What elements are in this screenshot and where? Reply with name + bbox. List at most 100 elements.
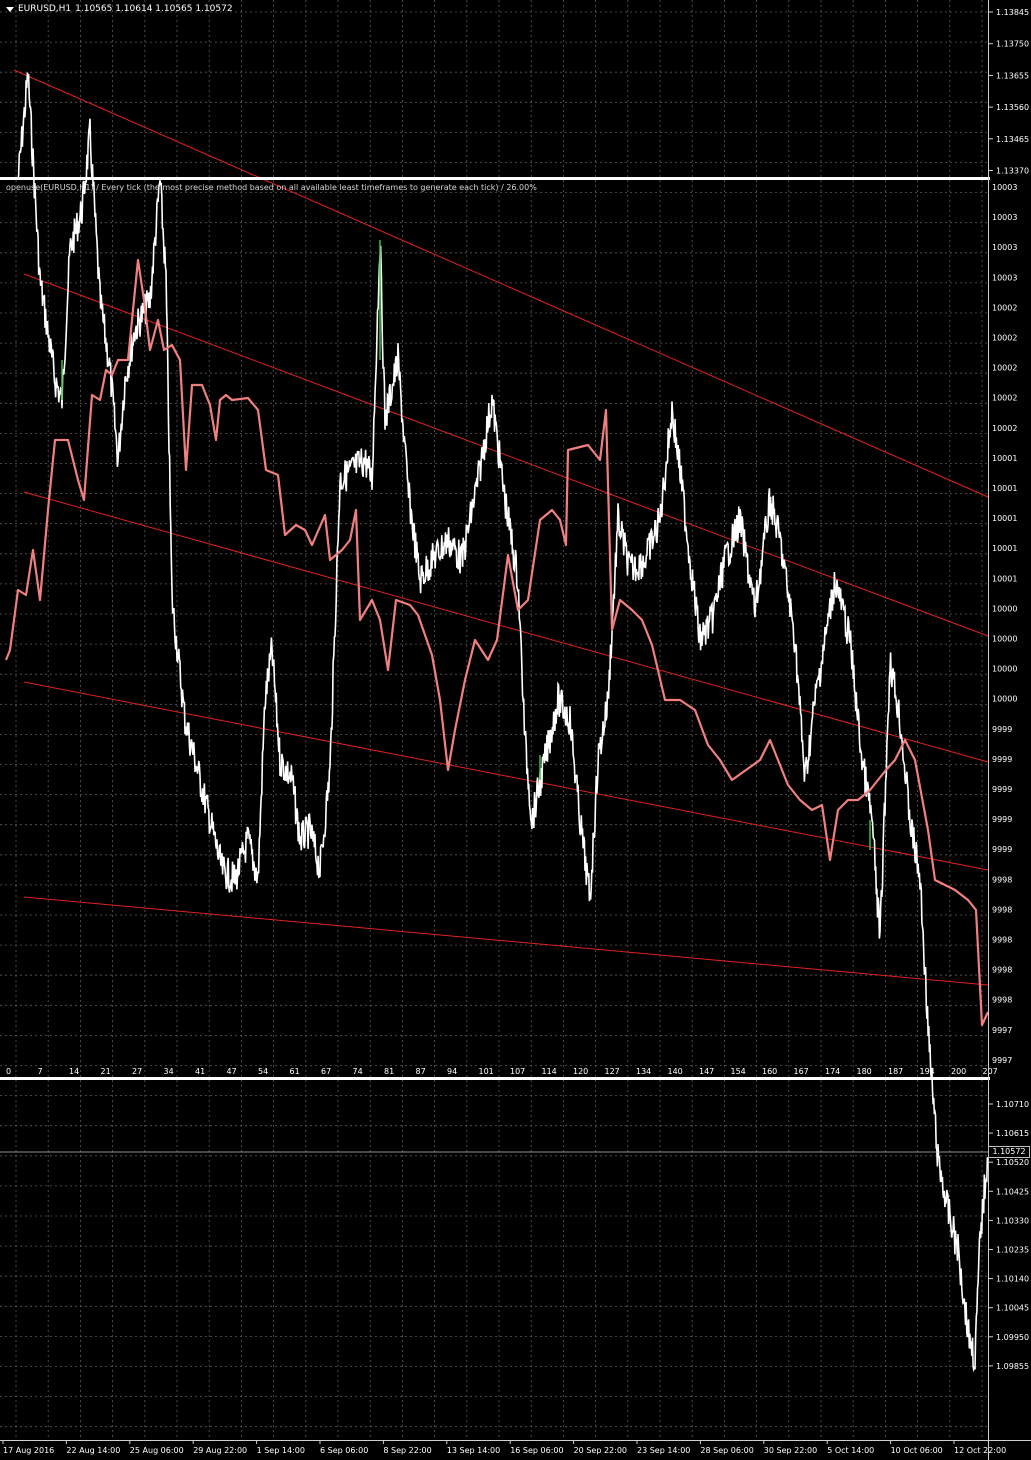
time-tick-label: 30 Sep 22:00 [764, 1446, 817, 1455]
chart-header[interactable]: EURUSD,H1 1.10565 1.10614 1.10565 1.1057… [6, 4, 233, 14]
overlay-index-ticks: 0 7 14 21 27 34 41 47 54 61 67 74 81 87 94 101 107 114 120… [6, 1067, 998, 1076]
time-tick-label: 17 Aug 2016 [3, 1446, 54, 1455]
overlay-tick-label: 9999 [992, 785, 1012, 794]
overlay-index-label: 27 [132, 1067, 142, 1076]
trend-line [23, 273, 989, 637]
overlay-index-label: 67 [321, 1067, 331, 1076]
overlay-tick-label: 10002 [992, 394, 1017, 403]
overlay-tick-label: 10001 [992, 514, 1017, 523]
price-tick-label: 1.13750 [996, 40, 1029, 49]
overlay-index-label: 7 [38, 1067, 43, 1076]
overlay-tick-label: 9999 [992, 725, 1012, 734]
time-tick-label: 25 Aug 06:00 [130, 1446, 184, 1455]
time-tick-label: 1 Sep 14:00 [257, 1446, 305, 1455]
overlay-tick-label: 9998 [992, 996, 1012, 1005]
overlay-index-label: 61 [290, 1067, 300, 1076]
overlay-index-label: 174 [825, 1067, 840, 1076]
overlay-index-label: 0 [6, 1067, 11, 1076]
time-tick-label: 6 Sep 06:00 [320, 1446, 368, 1455]
overlay-index-label: 127 [605, 1067, 620, 1076]
price-tick-label: 1.10045 [996, 1304, 1029, 1313]
price-tick-label: 1.09950 [996, 1333, 1029, 1342]
time-axis-ticks: 17 Aug 2016 22 Aug 14:00 25 Aug 06:00 29 Au… [2, 1440, 1006, 1455]
overlay-tick-label: 9998 [992, 936, 1012, 945]
overlay-index-label: 194 [920, 1067, 935, 1076]
time-tick-label: 13 Sep 14:00 [447, 1446, 500, 1455]
overlay-title: openuse(EURUSD,H1) / Every tick (the mos… [6, 183, 537, 192]
time-tick-label: 29 Aug 22:00 [193, 1446, 247, 1455]
overlay-tick-label: 9999 [992, 845, 1012, 854]
price-tick-label: 1.09855 [996, 1362, 1029, 1371]
equity-curve [4, 258, 989, 1027]
price-tick-label: 1.10235 [996, 1246, 1029, 1255]
overlay-index-label: 94 [447, 1067, 457, 1076]
overlay-tick-label: 10001 [992, 484, 1017, 493]
price-line [17, 72, 989, 1373]
overlay-tick-label: 10003 [992, 243, 1017, 252]
overlay-tick-label: 9998 [992, 966, 1012, 975]
time-tick-label: 23 Sep 14:00 [637, 1446, 690, 1455]
overlay-index-label: 147 [699, 1067, 714, 1076]
overlay-index-label: 41 [195, 1067, 205, 1076]
price-axis[interactable] [988, 0, 1031, 1460]
price-tick-label: 1.10615 [996, 1129, 1029, 1138]
overlay-tick-label: 10000 [992, 635, 1017, 644]
overlay-index-label: 34 [164, 1067, 174, 1076]
overlay-tick-label: 10002 [992, 303, 1017, 312]
overlay-index-label: 54 [258, 1067, 268, 1076]
overlay-index-label: 14 [69, 1067, 79, 1076]
symbol-label: EURUSD,H1 [18, 4, 72, 14]
time-tick-label: 20 Sep 22:00 [574, 1446, 627, 1455]
time-tick-label: 10 Oct 06:00 [891, 1446, 943, 1455]
overlay-tick-label: 9998 [992, 905, 1012, 914]
price-tick-label: 1.10330 [996, 1216, 1029, 1225]
price-tick-label: 1.13845 [996, 8, 1029, 17]
overlay-axis-ticks: 10003 10003 10003 10003 10002 10002 10002 10002… [992, 183, 1017, 1065]
overlay-index-label: 154 [731, 1067, 746, 1076]
tester-graph-overlay [0, 177, 990, 1080]
overlay-tick-label: 10001 [992, 574, 1017, 583]
overlay-index-label: 180 [857, 1067, 872, 1076]
overlay-tick-label: 9998 [992, 875, 1012, 884]
price-tick-label: 1.10425 [996, 1187, 1029, 1196]
trend-line [23, 896, 989, 986]
overlay-tick-label: 10002 [992, 424, 1017, 433]
overlay-index-label: 114 [542, 1067, 557, 1076]
overlay-index-label: 207 [983, 1067, 998, 1076]
overlay-index-label: 160 [762, 1067, 777, 1076]
price-tick-label: 1.10710 [996, 1100, 1029, 1109]
overlay-tick-label: 10000 [992, 665, 1017, 674]
overlay-tick-label: 10003 [992, 213, 1017, 222]
overlay-index-label: 21 [101, 1067, 111, 1076]
overlay-tick-label: 10003 [992, 273, 1017, 282]
overlay-index-label: 120 [573, 1067, 588, 1076]
overlay-index-label: 134 [636, 1067, 651, 1076]
overlay-index-label: 87 [416, 1067, 426, 1076]
overlay-tick-label: 10001 [992, 544, 1017, 553]
dropdown-triangle-icon[interactable] [6, 6, 14, 12]
overlay-tick-label: 10003 [992, 183, 1017, 192]
time-axis[interactable] [0, 1440, 1031, 1460]
current-price-label: 1.10572 [988, 1146, 1030, 1158]
time-tick-label: 16 Sep 06:00 [510, 1446, 563, 1455]
price-tick-label: 1.13370 [996, 167, 1029, 176]
overlay-index-label: 47 [227, 1067, 237, 1076]
overlay-tick-label: 9997 [992, 1026, 1012, 1035]
time-tick-label: 8 Sep 22:00 [383, 1446, 431, 1455]
trend-line [23, 491, 989, 763]
overlay-tick-label: 10000 [992, 604, 1017, 613]
price-tick-label: 1.13655 [996, 71, 1029, 80]
price-tick-label: 1.10520 [996, 1158, 1029, 1167]
time-tick-label: 5 Oct 14:00 [827, 1446, 874, 1455]
overlay-index-label: 200 [951, 1067, 966, 1076]
overlay-index-label: 187 [888, 1067, 903, 1076]
overlay-tick-label: 9999 [992, 755, 1012, 764]
price-tick-label: 1.13560 [996, 103, 1029, 112]
trend-line [13, 69, 989, 498]
overlay-index-label: 107 [510, 1067, 525, 1076]
overlay-tick-label: 9999 [992, 815, 1012, 824]
price-tick-label: 1.10140 [996, 1275, 1029, 1284]
time-tick-label: 12 Oct 22:00 [954, 1446, 1006, 1455]
